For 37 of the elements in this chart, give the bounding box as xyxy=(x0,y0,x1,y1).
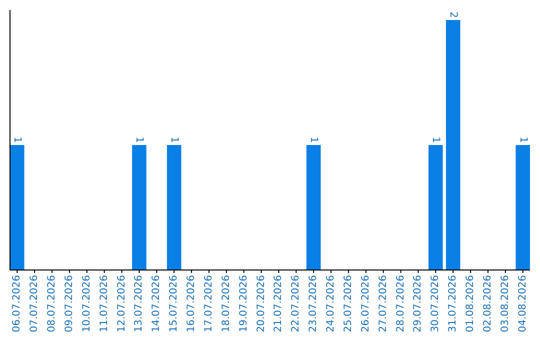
x-tick-label: 21.07.2026 xyxy=(273,275,284,332)
data-label: 1 xyxy=(12,136,23,143)
x-tick-label: 04.08.2026 xyxy=(517,275,528,332)
data-label: 1 xyxy=(168,136,180,143)
x-tick-label: 26.07.2026 xyxy=(360,275,372,332)
x-tick-label: 27.07.2026 xyxy=(378,275,389,332)
x-tick-label: 17.07.2026 xyxy=(203,275,214,332)
data-label: 1 xyxy=(134,136,145,143)
x-tick-label: 30.07.2026 xyxy=(430,275,442,332)
x-tick-label: 24.07.2026 xyxy=(326,275,337,332)
x-tick-label: 19.07.2026 xyxy=(238,275,250,332)
data-label: 2 xyxy=(448,12,459,18)
x-tick-label: 11.07.2026 xyxy=(98,275,110,332)
x-tick-label: 09.07.2026 xyxy=(64,275,75,332)
x-tick-label: 08.07.2026 xyxy=(46,275,58,332)
x-tick-label: 13.07.2026 xyxy=(134,275,145,332)
x-tick-label: 23.07.2026 xyxy=(308,275,320,332)
x-tick-label: 07.07.2026 xyxy=(29,275,40,332)
data-label: 1 xyxy=(430,136,442,143)
x-tick-label: 03.08.2026 xyxy=(500,275,511,332)
x-tick-label: 15.07.2026 xyxy=(168,275,180,332)
x-tick-label: 06.07.2026 xyxy=(12,275,23,332)
data-label: 1 xyxy=(517,136,528,143)
x-tick-label: 01.08.2026 xyxy=(465,275,476,332)
data-label: 1 xyxy=(308,136,320,143)
x-tick-label: 22.07.2026 xyxy=(290,275,302,332)
x-tick-label: 20.07.2026 xyxy=(256,275,267,332)
x-tick-label: 29.07.2026 xyxy=(412,275,424,332)
x-tick-label: 02.08.2026 xyxy=(482,275,494,332)
x-tick-label: 12.07.2026 xyxy=(116,275,128,332)
x-tick-label: 16.07.2026 xyxy=(186,275,198,332)
x-tick-label: 31.07.2026 xyxy=(448,275,459,332)
x-tick-label: 18.07.2026 xyxy=(220,275,232,332)
x-tick-label: 14.07.2026 xyxy=(151,275,162,332)
x-tick-label: 25.07.2026 xyxy=(342,275,354,332)
x-tick-label: 10.07.2026 xyxy=(81,275,92,332)
x-tick-label: 28.07.2026 xyxy=(395,275,406,332)
